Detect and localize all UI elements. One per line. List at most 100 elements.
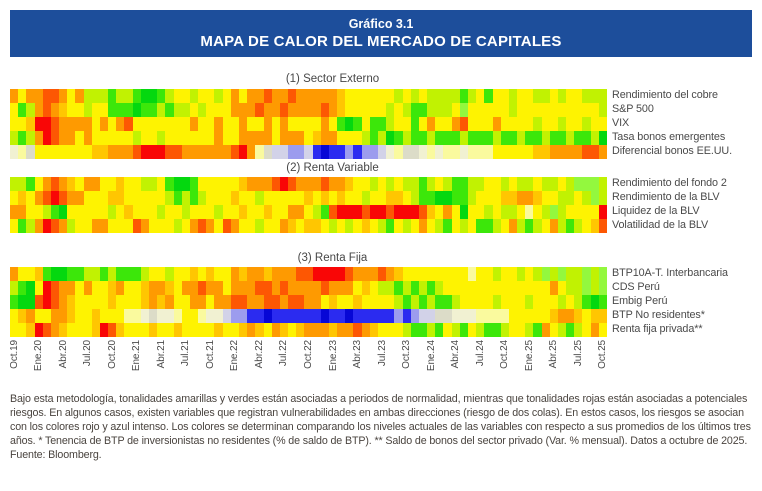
heatmap-cell	[541, 177, 550, 191]
heatmap-cell	[10, 205, 19, 219]
heatmap-cell	[247, 309, 256, 323]
heatmap-grid	[10, 177, 607, 233]
heatmap-cell	[378, 219, 387, 233]
heatmap-cell	[451, 323, 460, 337]
heatmap-cell	[108, 267, 117, 281]
heatmap-cell	[328, 191, 338, 205]
heatmap-cell	[353, 309, 362, 323]
heatmap-cell	[492, 191, 501, 205]
heatmap-cell	[296, 281, 305, 295]
heatmap-cell	[116, 219, 125, 233]
heatmap-cell	[304, 103, 313, 117]
heatmap-cell	[410, 177, 419, 191]
heatmap-cell	[75, 117, 84, 131]
heatmap-cell	[320, 309, 329, 323]
heatmap-cell	[10, 191, 19, 205]
heatmap-cell	[91, 145, 100, 159]
heatmap-cell	[42, 191, 51, 205]
heatmap-cell	[222, 219, 231, 233]
heatmap-cell	[476, 295, 485, 309]
heatmap-cell	[34, 267, 43, 281]
heatmap-cell	[26, 281, 35, 295]
heatmap-cell	[42, 281, 51, 295]
heatmap-cell	[157, 145, 166, 159]
heatmap-cell	[541, 191, 550, 205]
heatmap-cell	[132, 267, 141, 281]
heatmap-cell	[67, 191, 76, 205]
heatmap-cell	[165, 281, 174, 295]
heatmap-cell	[467, 103, 477, 117]
heatmap-cell	[345, 267, 354, 281]
heatmap-cell	[50, 117, 60, 131]
heatmap-cell	[157, 89, 166, 103]
heatmap-cell	[410, 89, 419, 103]
heatmap-cell	[75, 177, 84, 191]
heatmap-cell	[75, 145, 84, 159]
heatmap-cell	[26, 103, 35, 117]
heatmap-cell	[566, 267, 575, 281]
x-tick-label: Abr.23	[352, 340, 364, 369]
heatmap-cell	[59, 177, 68, 191]
heatmap-cell	[230, 89, 239, 103]
heatmap-cell	[18, 177, 27, 191]
heatmap-cell	[418, 267, 428, 281]
heatmap-cell	[288, 117, 297, 131]
heatmap-cell	[108, 281, 117, 295]
heatmap-cell	[108, 295, 117, 309]
heatmap-cell	[549, 281, 558, 295]
heatmap-cell	[500, 295, 509, 309]
heatmap-cell	[467, 267, 477, 281]
heatmap-cell	[443, 145, 452, 159]
heatmap-cell	[337, 219, 346, 233]
heatmap-cell	[59, 191, 68, 205]
heatmap-cell	[557, 309, 567, 323]
heatmap-cell	[435, 89, 444, 103]
heatmap-cell	[361, 205, 370, 219]
heatmap-cell	[386, 191, 395, 205]
heatmap-cell	[173, 309, 182, 323]
heatmap-cell	[443, 281, 452, 295]
heatmap-cell	[541, 219, 550, 233]
heatmap-cell	[418, 309, 428, 323]
heatmap-cell	[59, 295, 68, 309]
heatmap-cell	[108, 205, 117, 219]
heatmap-cell	[91, 281, 100, 295]
heatmap-cell	[557, 281, 567, 295]
heatmap-cell	[279, 205, 289, 219]
heatmap-cell	[34, 323, 43, 337]
x-tick-label: Ene.22	[229, 340, 241, 372]
heatmap-cell	[214, 295, 223, 309]
heatmap-cell	[353, 219, 362, 233]
heatmap-cell	[574, 103, 583, 117]
heatmap-cell	[369, 191, 378, 205]
heatmap-cell	[312, 281, 321, 295]
heatmap-cell	[255, 205, 264, 219]
heatmap-cell	[165, 89, 174, 103]
heatmap-cell	[189, 191, 199, 205]
heatmap-cell	[525, 177, 534, 191]
heatmap-cell	[451, 309, 460, 323]
heatmap-cell	[361, 89, 370, 103]
heatmap-cell	[394, 267, 403, 281]
heatmap-cell	[467, 205, 477, 219]
heatmap-cell	[59, 219, 68, 233]
heatmap-cell	[34, 191, 43, 205]
heatmap-cell	[574, 267, 583, 281]
heatmap-cell	[345, 89, 354, 103]
heatmap-cell	[590, 177, 599, 191]
heatmap-cell	[598, 309, 607, 323]
heatmap-cell	[198, 117, 207, 131]
heatmap-cell	[508, 103, 518, 117]
heatmap-cell	[206, 267, 215, 281]
heatmap-cell	[181, 205, 190, 219]
heatmap-cell	[378, 191, 387, 205]
heatmap-cell	[566, 281, 575, 295]
heatmap-cell	[418, 131, 428, 145]
heatmap-cell	[517, 177, 526, 191]
heatmap-cell	[451, 219, 460, 233]
heatmap-cell	[230, 191, 239, 205]
heatmap-cell	[140, 219, 150, 233]
heatmap-cell	[67, 267, 76, 281]
heatmap-cell	[165, 191, 174, 205]
source-note: Fuente: Bloomberg.	[10, 448, 102, 461]
